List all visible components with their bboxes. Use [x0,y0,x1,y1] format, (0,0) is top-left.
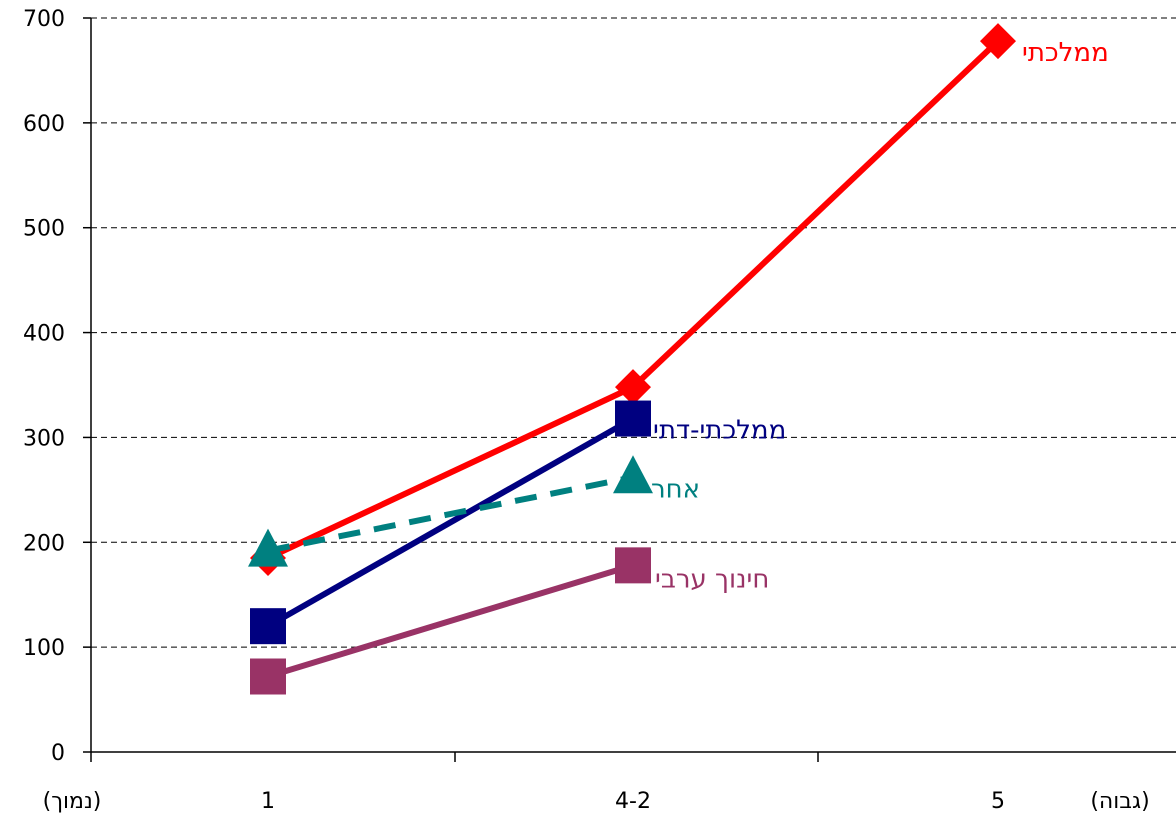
y-tick-label-6: 600 [23,112,65,137]
y-tick-label-1: 100 [23,636,65,661]
y-tick-label-3: 300 [23,426,65,451]
series-0-point-1 [615,369,651,406]
series-1-point-0 [250,608,286,645]
series-3-label: חינוך ערבי [655,564,769,594]
x-tick-label-0: 1 [261,789,275,814]
x-axis-high-label: (גבוה) [1090,789,1149,814]
y-tick-label-4: 400 [23,322,65,347]
x-tick-label-2: 5 [991,789,1005,814]
x-axis-low-label: (נמוך) [43,789,102,814]
series-0-segment-1 [630,38,1001,390]
series-3-point-0 [250,658,286,695]
series-3-segment-0 [267,562,634,680]
y-tick-label-5: 500 [23,217,65,242]
y-tick-label-7: 700 [23,7,65,32]
series-0-label: ממלכתי [1022,38,1109,68]
series-1-label: ממלכתי-דתי [653,416,786,446]
y-tick-label-0: 0 [51,741,65,766]
series-0-segment-0 [266,384,635,561]
series-2-segment-0 [267,474,634,554]
series-2-label: אחר [651,474,700,504]
series-0-point-2 [980,23,1016,60]
x-tick-label-1: 4-2 [615,789,651,814]
y-tick-label-2: 200 [23,531,65,556]
series-2-point-0 [248,528,288,567]
series-3-point-1 [615,547,651,584]
series-2-point-1 [613,455,653,494]
series-1-point-1 [615,400,651,437]
series-1-segment-0 [266,415,635,629]
